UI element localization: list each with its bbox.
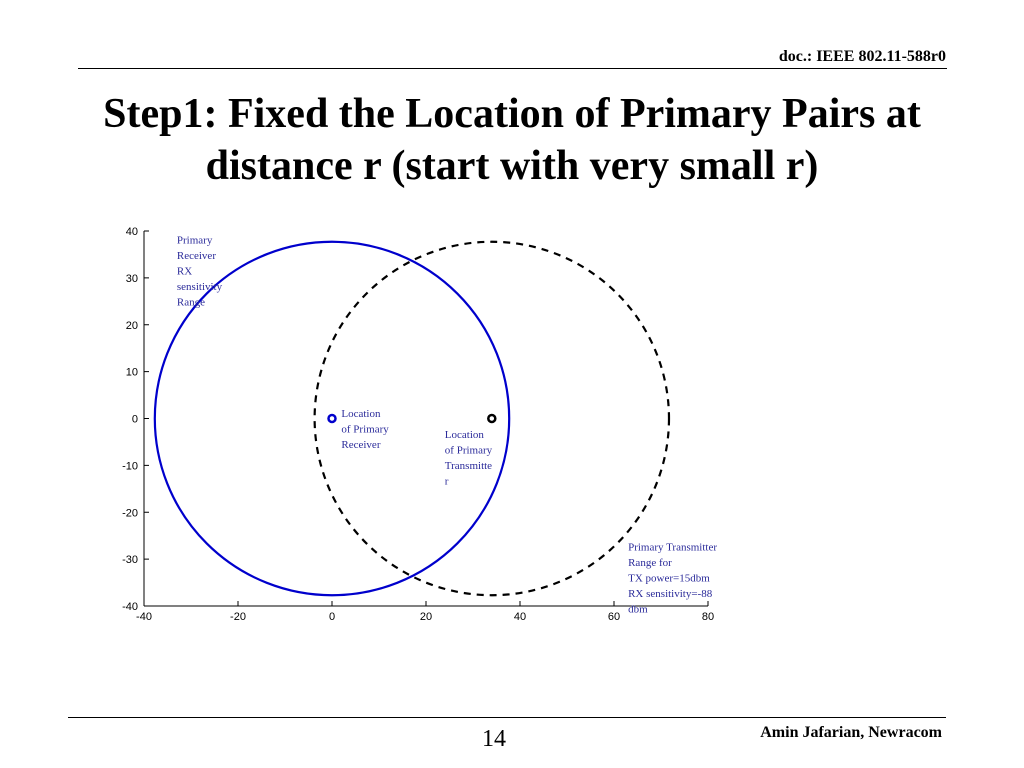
annotation-line: Primary: [177, 234, 213, 246]
receiver-range-circle: [153, 240, 511, 597]
x-tick-label: 20: [420, 611, 432, 623]
x-tick-label: 0: [329, 611, 335, 623]
annotation-line: Location: [445, 429, 485, 441]
annotation-line: sensitivity: [177, 281, 223, 293]
annotation-line: dbm: [628, 603, 648, 615]
y-tick-label: 10: [126, 367, 138, 379]
slide-title-line-1: Step1: Fixed the Location of Primary Pai…: [103, 91, 921, 137]
y-tick-label: 0: [132, 414, 138, 426]
receiver-location-marker: [327, 413, 337, 424]
annotation-transmitter-range: Primary Transmitter Range for TX power=15d…: [628, 541, 717, 615]
slide-title-line-2: distance r (start with very small r): [205, 143, 819, 189]
annotation-transmitter-location: Location of Primary Transmitte r: [445, 429, 493, 488]
annotation-receiver-location: Location of Primary Receiver: [341, 408, 389, 451]
x-tick-label: 80: [702, 611, 714, 623]
annotation-line: Location: [341, 408, 381, 420]
footer-divider: [68, 717, 946, 718]
x-tick-label: -20: [230, 611, 246, 623]
doc-id-header: doc.: IEEE 802.11-588r0: [778, 48, 946, 65]
y-tick-label: -30: [122, 554, 138, 566]
y-tick-label: 40: [126, 226, 138, 238]
annotation-line: Range: [177, 296, 205, 308]
page-number: 14: [482, 726, 506, 752]
header-divider: [78, 68, 947, 69]
y-tick-label: 20: [126, 320, 138, 332]
footer-author: Amin Jafarian, Newracom: [760, 724, 942, 741]
transmitter-range-circle: [313, 240, 671, 597]
annotation-line: Receiver: [177, 250, 216, 262]
annotation-receiver-range: Primary Receiver RX sensitivity Range: [177, 234, 223, 308]
x-tick-label: -40: [136, 611, 152, 623]
annotation-line: RX sensitivity=-88: [628, 588, 713, 600]
annotation-line: Receiver: [341, 439, 380, 451]
y-tick-label: -20: [122, 507, 138, 519]
annotation-line: of Primary: [341, 423, 389, 435]
annotation-line: Range for: [628, 557, 672, 569]
y-tick-label: -40: [122, 601, 138, 613]
annotation-line: TX power=15dbm: [628, 572, 710, 584]
annotation-line: of Primary: [445, 444, 493, 456]
y-tick-label: -10: [122, 460, 138, 472]
x-tick-label: 60: [608, 611, 620, 623]
annotation-line: Transmitte: [445, 460, 492, 472]
slide-title: Step1: Fixed the Location of Primary Pai…: [40, 88, 984, 192]
y-tick-label: 30: [126, 273, 138, 285]
x-tick-label: 40: [514, 611, 526, 623]
annotation-line: RX: [177, 265, 192, 277]
annotation-line: r: [445, 475, 449, 487]
transmitter-location-marker: [487, 413, 497, 424]
annotation-line: Primary Transmitter: [628, 541, 717, 553]
